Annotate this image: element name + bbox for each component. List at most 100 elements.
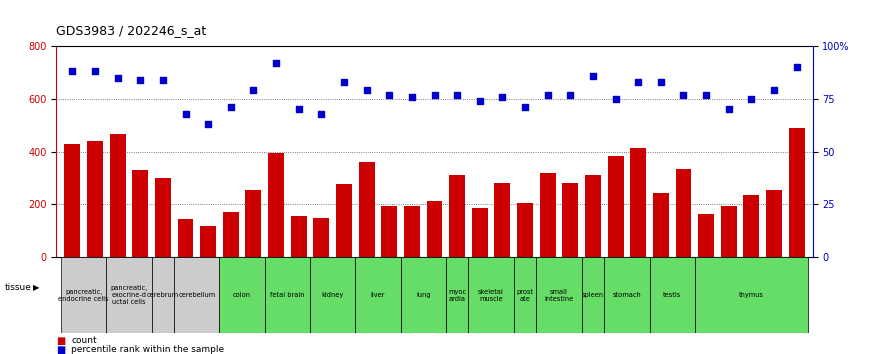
Bar — [132, 170, 148, 257]
Text: prost
ate: prost ate — [516, 289, 534, 302]
Bar — [449, 176, 465, 257]
Point — [292, 107, 306, 112]
Bar — [314, 218, 329, 257]
Point — [495, 94, 509, 99]
Bar — [514, 257, 536, 333]
Point — [541, 92, 554, 97]
Bar — [675, 169, 692, 257]
Point — [110, 75, 124, 81]
Bar — [155, 178, 171, 257]
Bar — [310, 257, 355, 333]
Bar — [200, 226, 216, 257]
Point — [428, 92, 441, 97]
Bar — [585, 176, 600, 257]
Point — [631, 79, 645, 85]
Point — [269, 60, 283, 66]
Bar — [401, 257, 446, 333]
Text: colon: colon — [233, 292, 251, 298]
Text: cerebellum: cerebellum — [178, 292, 216, 298]
Bar — [604, 257, 649, 333]
Point — [653, 79, 667, 85]
Point — [202, 121, 216, 127]
Bar — [404, 206, 420, 257]
Point — [473, 98, 487, 104]
Point — [563, 92, 577, 97]
Text: liver: liver — [371, 292, 385, 298]
Text: testis: testis — [663, 292, 681, 298]
Bar — [64, 144, 80, 257]
Bar — [721, 206, 737, 257]
Bar — [381, 206, 397, 257]
Bar — [649, 257, 695, 333]
Bar — [291, 216, 307, 257]
Point — [156, 77, 169, 82]
Point — [133, 77, 147, 82]
Point — [745, 96, 759, 102]
Bar — [581, 257, 604, 333]
Bar — [695, 257, 808, 333]
Bar — [744, 195, 760, 257]
Bar — [472, 209, 488, 257]
Text: ▶: ▶ — [33, 283, 39, 292]
Point — [790, 64, 804, 70]
Point — [88, 69, 102, 74]
Point — [586, 73, 600, 79]
Bar — [536, 257, 581, 333]
Text: ■: ■ — [56, 345, 66, 354]
Bar — [61, 257, 106, 333]
Bar — [220, 257, 265, 333]
Text: fetal brain: fetal brain — [270, 292, 305, 298]
Bar — [517, 203, 533, 257]
Point — [178, 111, 192, 116]
Bar — [151, 257, 174, 333]
Bar — [222, 212, 239, 257]
Text: small
intestine: small intestine — [544, 289, 574, 302]
Bar — [174, 257, 220, 333]
Bar — [766, 190, 782, 257]
Point — [337, 79, 351, 85]
Text: tissue: tissue — [4, 283, 31, 292]
Point — [382, 92, 396, 97]
Text: stomach: stomach — [613, 292, 641, 298]
Bar — [87, 141, 103, 257]
Bar — [562, 183, 578, 257]
Text: kidney: kidney — [322, 292, 344, 298]
Bar — [494, 183, 510, 257]
Text: GDS3983 / 202246_s_at: GDS3983 / 202246_s_at — [56, 24, 207, 37]
Text: skeletal
muscle: skeletal muscle — [478, 289, 504, 302]
Bar — [630, 148, 647, 257]
Bar — [355, 257, 401, 333]
Point — [405, 94, 419, 99]
Point — [608, 96, 622, 102]
Bar — [265, 257, 310, 333]
Bar — [109, 135, 125, 257]
Bar — [698, 214, 714, 257]
Text: thymus: thymus — [739, 292, 764, 298]
Bar — [246, 190, 262, 257]
Point — [360, 87, 374, 93]
Text: pancreatic,
endocrine cells: pancreatic, endocrine cells — [58, 289, 109, 302]
Point — [700, 92, 713, 97]
Text: count: count — [71, 336, 96, 345]
Bar — [336, 184, 352, 257]
Bar — [106, 257, 151, 333]
Text: lung: lung — [416, 292, 430, 298]
Text: percentile rank within the sample: percentile rank within the sample — [71, 345, 224, 354]
Text: pancreatic,
exocrine-d
uctal cells: pancreatic, exocrine-d uctal cells — [110, 285, 148, 305]
Bar — [653, 193, 669, 257]
Bar — [789, 128, 805, 257]
Point — [767, 87, 781, 93]
Text: myoc
ardia: myoc ardia — [448, 289, 466, 302]
Point — [65, 69, 79, 74]
Bar — [446, 257, 468, 333]
Bar — [540, 173, 555, 257]
Bar — [427, 200, 442, 257]
Point — [677, 92, 691, 97]
Point — [247, 87, 261, 93]
Point — [450, 92, 464, 97]
Text: spleen: spleen — [582, 292, 604, 298]
Bar — [359, 162, 375, 257]
Point — [722, 107, 736, 112]
Bar — [607, 156, 624, 257]
Text: cerebrum: cerebrum — [147, 292, 179, 298]
